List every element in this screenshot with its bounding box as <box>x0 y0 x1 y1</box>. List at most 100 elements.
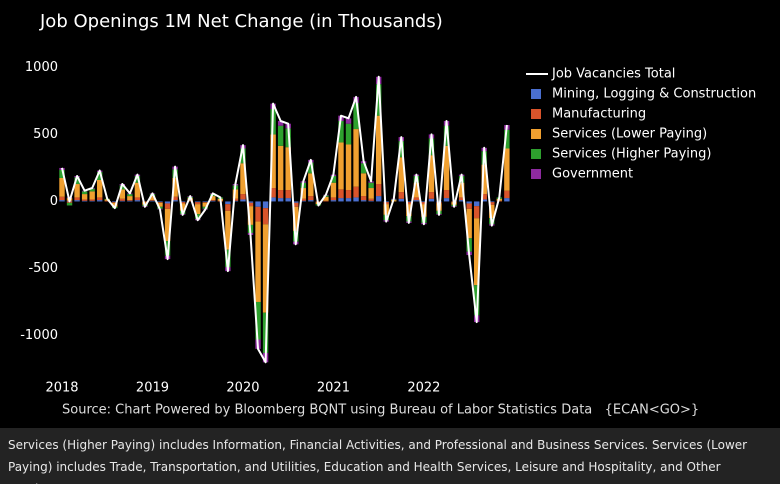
bar <box>232 198 239 201</box>
bar <box>195 201 201 203</box>
bar <box>458 182 465 198</box>
bar <box>270 197 276 202</box>
bar <box>247 201 254 203</box>
bar <box>398 198 404 202</box>
bar <box>413 182 420 198</box>
bar <box>149 200 156 202</box>
bar <box>255 206 261 222</box>
bar <box>375 84 382 116</box>
bar <box>375 196 382 202</box>
x-tick-label: 2019 <box>136 381 169 396</box>
bar <box>262 201 269 209</box>
bar <box>375 184 382 197</box>
legend-swatch <box>531 149 541 159</box>
bar <box>172 196 178 201</box>
bar <box>293 201 299 203</box>
bar <box>443 145 450 191</box>
bar <box>323 200 329 202</box>
bar <box>277 145 284 191</box>
bar <box>164 201 171 204</box>
bar <box>345 190 352 199</box>
bar <box>81 199 88 201</box>
bar <box>247 206 254 225</box>
bar <box>406 204 412 217</box>
bar <box>89 191 95 200</box>
bar <box>481 164 487 195</box>
bar <box>164 208 171 241</box>
bar <box>240 163 246 195</box>
bar <box>338 142 344 190</box>
bar <box>285 190 291 199</box>
bar <box>112 201 118 203</box>
bar <box>308 196 314 201</box>
bar <box>112 202 118 207</box>
bar <box>74 197 80 201</box>
bar <box>127 200 133 201</box>
bar <box>210 200 216 202</box>
y-tick-label: -1000 <box>20 328 58 343</box>
bar <box>89 200 95 202</box>
bar <box>89 199 95 201</box>
bar <box>330 182 337 198</box>
bar <box>383 201 389 203</box>
bar <box>157 202 163 203</box>
bar <box>474 201 480 207</box>
bar <box>210 196 216 201</box>
bar <box>443 125 450 146</box>
bar <box>134 182 141 198</box>
bar <box>466 201 472 204</box>
bar <box>406 201 412 203</box>
bar <box>436 201 442 203</box>
bar <box>421 201 427 203</box>
bar <box>308 200 314 202</box>
x-tick-label: 2018 <box>45 381 78 396</box>
bar <box>97 171 103 180</box>
bar <box>97 180 103 198</box>
bar <box>134 197 141 201</box>
bar <box>59 169 65 178</box>
bar <box>330 197 337 201</box>
bar <box>164 203 171 209</box>
legend-label: Mining, Logging & Construction <box>552 87 756 102</box>
bar <box>421 202 427 205</box>
bar <box>225 201 231 205</box>
bar <box>225 249 231 268</box>
y-tick-label: -500 <box>28 261 58 276</box>
bar <box>466 203 472 209</box>
bar <box>149 196 156 201</box>
y-tick-label: 1000 <box>25 60 58 75</box>
bar <box>262 208 269 225</box>
bar <box>127 196 133 201</box>
bar <box>66 202 73 206</box>
bar <box>270 188 276 198</box>
bar <box>202 202 208 207</box>
bar <box>293 202 299 207</box>
y-tick-label: 0 <box>50 194 58 209</box>
chart-title: Job Openings 1M Net Change (in Thousands… <box>39 11 443 32</box>
bar <box>330 175 337 183</box>
bar <box>421 204 427 217</box>
bar <box>202 201 208 203</box>
bar <box>225 204 231 211</box>
bar <box>338 198 344 202</box>
bar <box>81 194 88 200</box>
bar <box>112 202 118 203</box>
bar <box>262 224 269 313</box>
bar <box>308 173 314 197</box>
bar <box>104 200 110 202</box>
bar <box>119 200 126 202</box>
bar <box>240 194 246 200</box>
bar <box>489 201 495 203</box>
bar <box>474 218 480 286</box>
bar <box>59 196 65 201</box>
x-tick-label: 2021 <box>317 381 350 396</box>
bar <box>172 177 178 197</box>
legend-label: Government <box>552 167 633 182</box>
bar <box>179 201 186 203</box>
bar <box>270 134 276 189</box>
bar <box>458 197 465 201</box>
bar <box>59 200 65 202</box>
bar <box>81 191 88 195</box>
bar <box>375 115 382 185</box>
